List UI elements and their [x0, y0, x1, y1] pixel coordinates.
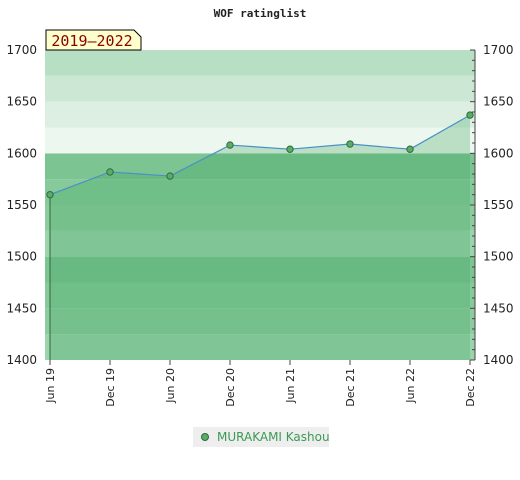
grid-band [45, 334, 475, 360]
y-tick-label-left: 1600 [6, 146, 37, 160]
x-tick-label: Jun 20 [164, 368, 177, 404]
axes-layer [49, 49, 476, 361]
y-tick-label-right: 1650 [483, 95, 514, 109]
data-point[interactable] [106, 168, 114, 176]
series-area [50, 115, 470, 360]
data-point[interactable] [226, 141, 234, 149]
grid-band [45, 75, 475, 102]
y-tick-label-right: 1550 [483, 198, 514, 212]
y-tick-label-left: 1700 [6, 43, 37, 57]
legend: MURAKAMI Kashou [193, 427, 330, 447]
grid-band [45, 101, 475, 128]
y-tick-label-left: 1400 [6, 353, 37, 367]
data-point[interactable] [46, 190, 54, 199]
y-tick-label-left: 1450 [6, 301, 37, 315]
period-badge: 2019–2022 [45, 29, 142, 51]
data-points [46, 111, 474, 199]
grid-band [45, 153, 475, 180]
y-tick-label-right: 1400 [483, 353, 514, 367]
data-point[interactable] [406, 145, 414, 153]
grid-band [45, 282, 475, 309]
x-tick-label: Dec 19 [104, 368, 117, 407]
grid-band [45, 308, 475, 335]
series-line [49, 114, 471, 196]
x-tick-label: Dec 20 [224, 368, 237, 407]
y-tick-label-right: 1450 [483, 301, 514, 315]
period-label: 2019–2022 [51, 32, 132, 50]
grid-band [45, 50, 475, 76]
x-tick-label: Jun 19 [44, 368, 57, 404]
y-tick-label-left: 1550 [6, 198, 37, 212]
y-axis-left: 1400 1450 1500 1550 1600 1650 1700 [6, 43, 37, 367]
legend-marker-icon [201, 433, 209, 441]
chart-title: WOF ratinglist [214, 7, 307, 20]
area-layer [49, 114, 471, 360]
data-point[interactable] [286, 145, 294, 153]
data-point[interactable] [166, 172, 174, 180]
y-tick-label-right: 1500 [483, 250, 514, 264]
y-tick-label-right: 1600 [483, 146, 514, 160]
y-tick-label-right: 1700 [483, 43, 514, 57]
background-bands [45, 50, 475, 360]
x-tick-label: Jun 22 [404, 368, 417, 404]
y-tick-label-left: 1650 [6, 95, 37, 109]
data-point[interactable] [466, 111, 474, 119]
grid-band [45, 205, 475, 231]
data-point[interactable] [346, 140, 354, 148]
x-axis: Jun 19 Dec 19 Jun 20 Dec 20 Jun 21 Dec 21 Jun … [44, 360, 477, 407]
legend-label: MURAKAMI Kashou [217, 430, 330, 444]
x-tick-label: Jun 21 [284, 368, 297, 404]
grid-band [45, 179, 475, 205]
x-tick-label: Dec 22 [464, 368, 477, 407]
period-badge-shape [45, 29, 142, 51]
grid-band [45, 256, 475, 283]
grid-band [45, 230, 475, 257]
y-axis-right: 1400 1450 1500 1550 1600 1650 1700 [483, 43, 514, 367]
x-tick-label: Dec 21 [344, 368, 357, 407]
y-tick-label-left: 1500 [6, 250, 37, 264]
